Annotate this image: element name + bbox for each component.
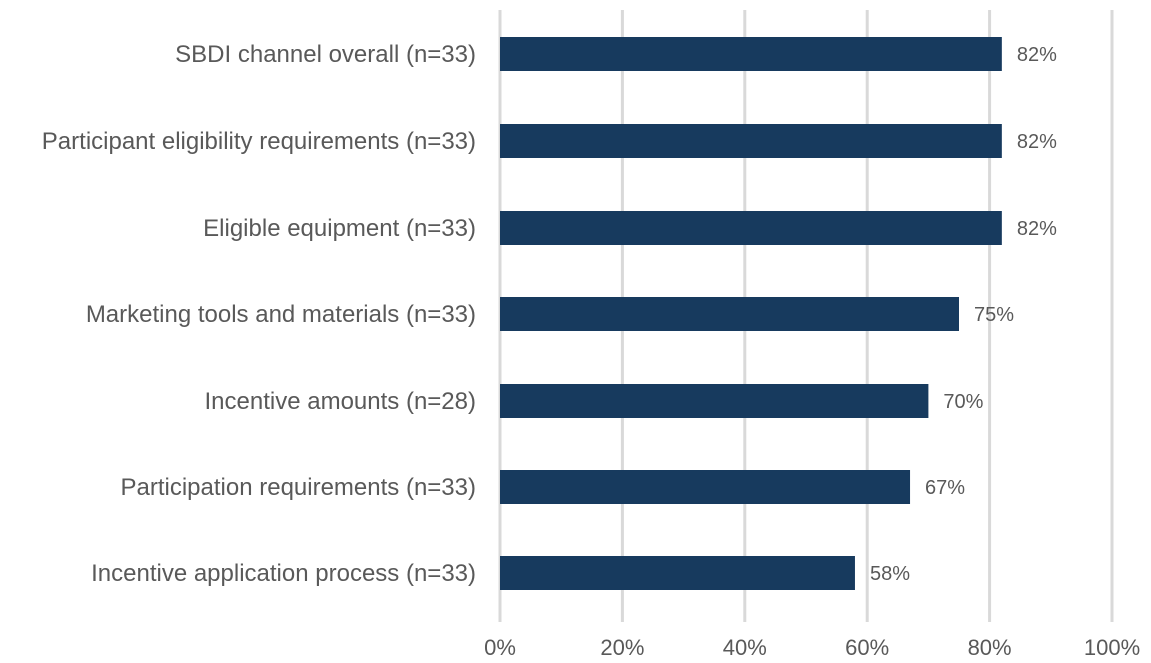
bars	[500, 37, 1002, 590]
bar	[500, 297, 959, 331]
x-tick-label: 80%	[968, 635, 1012, 660]
category-label: SBDI channel overall (n=33)	[175, 41, 476, 68]
category-label: Participant eligibility requirements (n=…	[42, 128, 476, 155]
data-label: 75%	[974, 304, 1014, 326]
x-tick-label: 100%	[1084, 635, 1140, 660]
category-label: Marketing tools and materials (n=33)	[86, 301, 476, 328]
x-tick-label: 20%	[600, 635, 644, 660]
bar	[500, 470, 911, 504]
x-tick-label: 60%	[845, 635, 889, 660]
data-label: 82%	[1017, 218, 1057, 240]
bar	[500, 37, 1002, 71]
data-label: 58%	[870, 563, 910, 585]
x-tick-label: 40%	[723, 635, 767, 660]
bar	[500, 211, 1002, 245]
bar	[500, 556, 855, 590]
category-label: Eligible equipment (n=33)	[203, 215, 476, 242]
bar	[500, 384, 929, 418]
data-label: 82%	[1017, 44, 1057, 66]
data-label: 67%	[925, 477, 965, 499]
data-label: 82%	[1017, 131, 1057, 153]
bar	[500, 124, 1002, 158]
data-label: 70%	[943, 391, 983, 413]
category-label: Incentive amounts (n=28)	[205, 388, 477, 415]
category-label: Participation requirements (n=33)	[120, 474, 476, 501]
labels: 0% 20% 40% 60% 80% 100% SBDI channel overall (…	[42, 41, 1140, 660]
x-tick-label: 0%	[484, 635, 516, 660]
category-label: Incentive application process (n=33)	[91, 560, 476, 587]
